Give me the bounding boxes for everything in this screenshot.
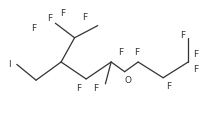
Text: F: F bbox=[93, 84, 98, 93]
Text: F: F bbox=[179, 31, 184, 40]
Text: F: F bbox=[75, 84, 81, 93]
Text: F: F bbox=[192, 65, 197, 74]
Text: F: F bbox=[81, 13, 86, 22]
Text: F: F bbox=[60, 9, 65, 18]
Text: O: O bbox=[124, 76, 131, 85]
Text: F: F bbox=[192, 50, 197, 59]
Text: F: F bbox=[31, 24, 37, 33]
Text: F: F bbox=[47, 14, 52, 23]
Text: F: F bbox=[118, 48, 123, 57]
Text: I: I bbox=[8, 60, 11, 69]
Text: F: F bbox=[166, 82, 171, 91]
Text: F: F bbox=[133, 48, 138, 57]
